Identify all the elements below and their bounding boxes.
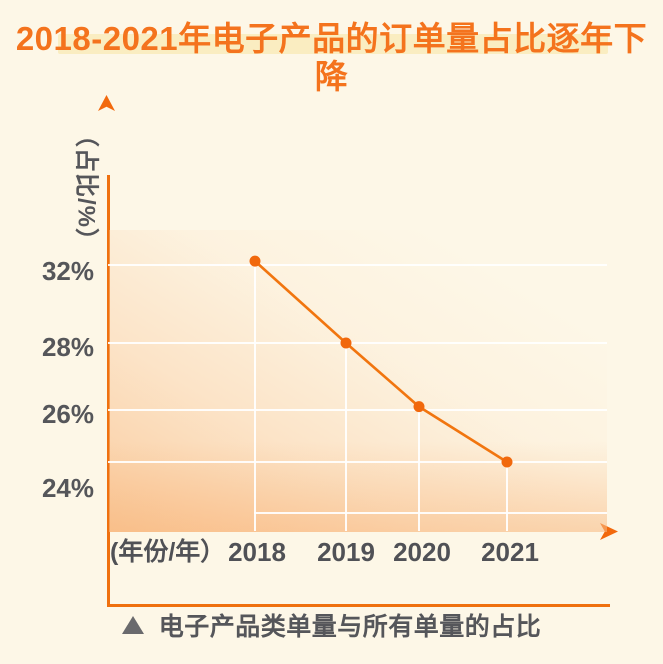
title-highlight-band	[58, 34, 608, 54]
y-tick-28: 28%	[41, 332, 94, 362]
caption-triangle-icon	[121, 616, 144, 634]
y-tick-24: 24%	[41, 473, 94, 503]
caption-row: 电子产品类单量与所有单量的占比	[0, 607, 663, 643]
y-axis-line	[107, 175, 110, 605]
x-tick-2019: 2019	[317, 537, 375, 567]
x-tick-2018: 2018	[228, 537, 286, 567]
y-axis-arrow-up-icon	[98, 95, 115, 111]
caption-text: 电子产品类单量与所有单量的占比	[158, 613, 542, 641]
y-tick-26: 26%	[41, 399, 94, 429]
page-title: 2018-2021年电子产品的订单量占比逐年下降	[15, 20, 648, 95]
y-tick-32: 32%	[41, 256, 94, 286]
x-axis-base-line	[107, 604, 610, 607]
plot-gradient-area	[109, 230, 607, 532]
x-tick-2020: 2020	[393, 537, 451, 567]
x-tick-2021: 2021	[481, 537, 539, 567]
x-axis-title: (年份/年）	[110, 538, 226, 566]
y-axis-title: （占比/%）	[72, 122, 100, 254]
